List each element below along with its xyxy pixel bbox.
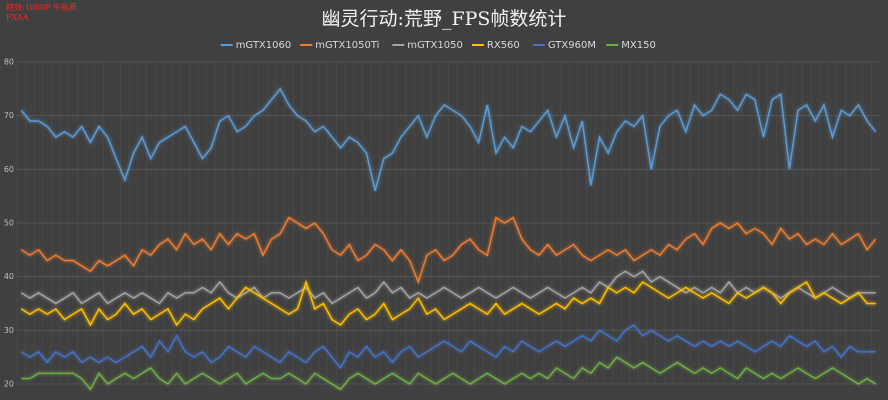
series-line [21, 356, 877, 391]
legend-label: RX560 [487, 40, 520, 51]
chart-title: 幽灵行动:荒野_FPS帧数统计 [322, 8, 567, 30]
y-tick-label: 60 [4, 165, 14, 174]
y-tick-label: 30 [4, 326, 14, 335]
legend-label: MX150 [621, 40, 656, 51]
series-line [20, 87, 877, 191]
legend-label: mGTX1050Ti [315, 40, 379, 51]
y-tick-label: 80 [4, 58, 14, 67]
series-line [20, 216, 877, 285]
plot [20, 87, 877, 391]
y-tick-label: 40 [4, 272, 14, 281]
legend-label: GTX960M [548, 40, 596, 51]
grid: 20 30 40 50 60 70 80 [4, 58, 881, 389]
annotation: FXAA [6, 13, 29, 22]
series-line [20, 270, 876, 305]
y-tick-label: 70 [4, 111, 14, 120]
legend-label: mGTX1060 [236, 40, 292, 51]
series-line [20, 324, 876, 370]
annotation: 特效:1080P 中画质 [6, 2, 77, 12]
y-tick-label: 20 [4, 380, 14, 389]
legend-label: mGTX1050 [407, 40, 463, 51]
legend: mGTX1060 mGTX1050Ti mGTX1050 RX560 GTX960M MX… [220, 40, 656, 51]
y-tick-label: 50 [4, 219, 14, 228]
series-line [20, 279, 876, 327]
